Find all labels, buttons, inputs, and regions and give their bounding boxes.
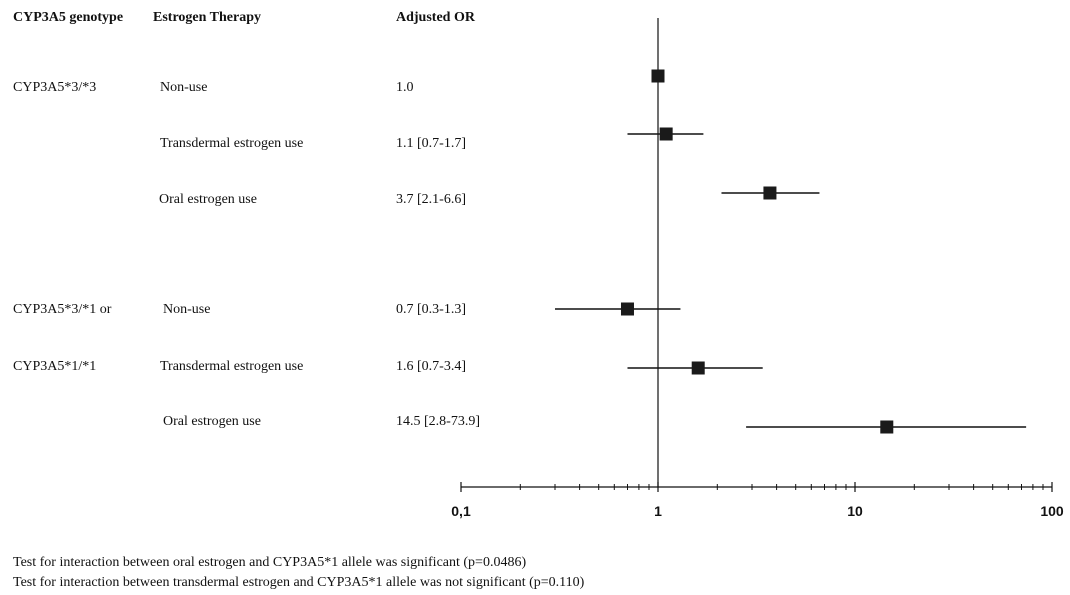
- or-value-label: 0.7 [0.3-1.3]: [396, 302, 466, 317]
- genotype-label-2-line1: CYP3A5*3/*1 or: [13, 302, 112, 317]
- therapy-label: Oral estrogen use: [163, 414, 261, 429]
- header-genotype: CYP3A5 genotype: [13, 10, 124, 25]
- footnote-transdermal-interaction: Test for interaction between transdermal…: [13, 575, 585, 590]
- or-value-label: 3.7 [2.1-6.6]: [396, 192, 466, 207]
- or-value-label: 14.5 [2.8-73.9]: [396, 414, 480, 429]
- forest-plot: 0,1 1 10 100: [451, 18, 1064, 519]
- x-tick-label: 1: [654, 503, 662, 519]
- therapy-label: Transdermal estrogen use: [160, 359, 304, 374]
- x-tick-label: 10: [847, 503, 863, 519]
- odds-ratio-marker: [659, 127, 673, 141]
- therapy-label: Non-use: [160, 80, 208, 95]
- odds-ratio-marker: [620, 302, 634, 316]
- or-value-label: 1.1 [0.7-1.7]: [396, 136, 466, 151]
- odds-ratio-marker: [691, 361, 705, 375]
- x-tick-label: 100: [1040, 503, 1064, 519]
- genotype-label-2-line2: CYP3A5*1/*1: [13, 359, 97, 374]
- x-tick-label: 0,1: [451, 503, 471, 519]
- odds-ratio-marker: [651, 69, 665, 83]
- header-therapy: Estrogen Therapy: [153, 10, 261, 25]
- odds-ratio-marker: [880, 420, 894, 434]
- footnote-oral-interaction: Test for interaction between oral estrog…: [13, 555, 527, 570]
- or-value-label: 1.6 [0.7-3.4]: [396, 359, 466, 374]
- therapy-label: Oral estrogen use: [159, 192, 257, 207]
- odds-ratio-marker: [763, 186, 777, 200]
- header-adjusted-or: Adjusted OR: [396, 10, 475, 25]
- genotype-label-1: CYP3A5*3/*3: [13, 80, 97, 95]
- or-value-label: 1.0: [396, 80, 414, 95]
- therapy-label: Transdermal estrogen use: [160, 136, 304, 151]
- therapy-label: Non-use: [163, 302, 211, 317]
